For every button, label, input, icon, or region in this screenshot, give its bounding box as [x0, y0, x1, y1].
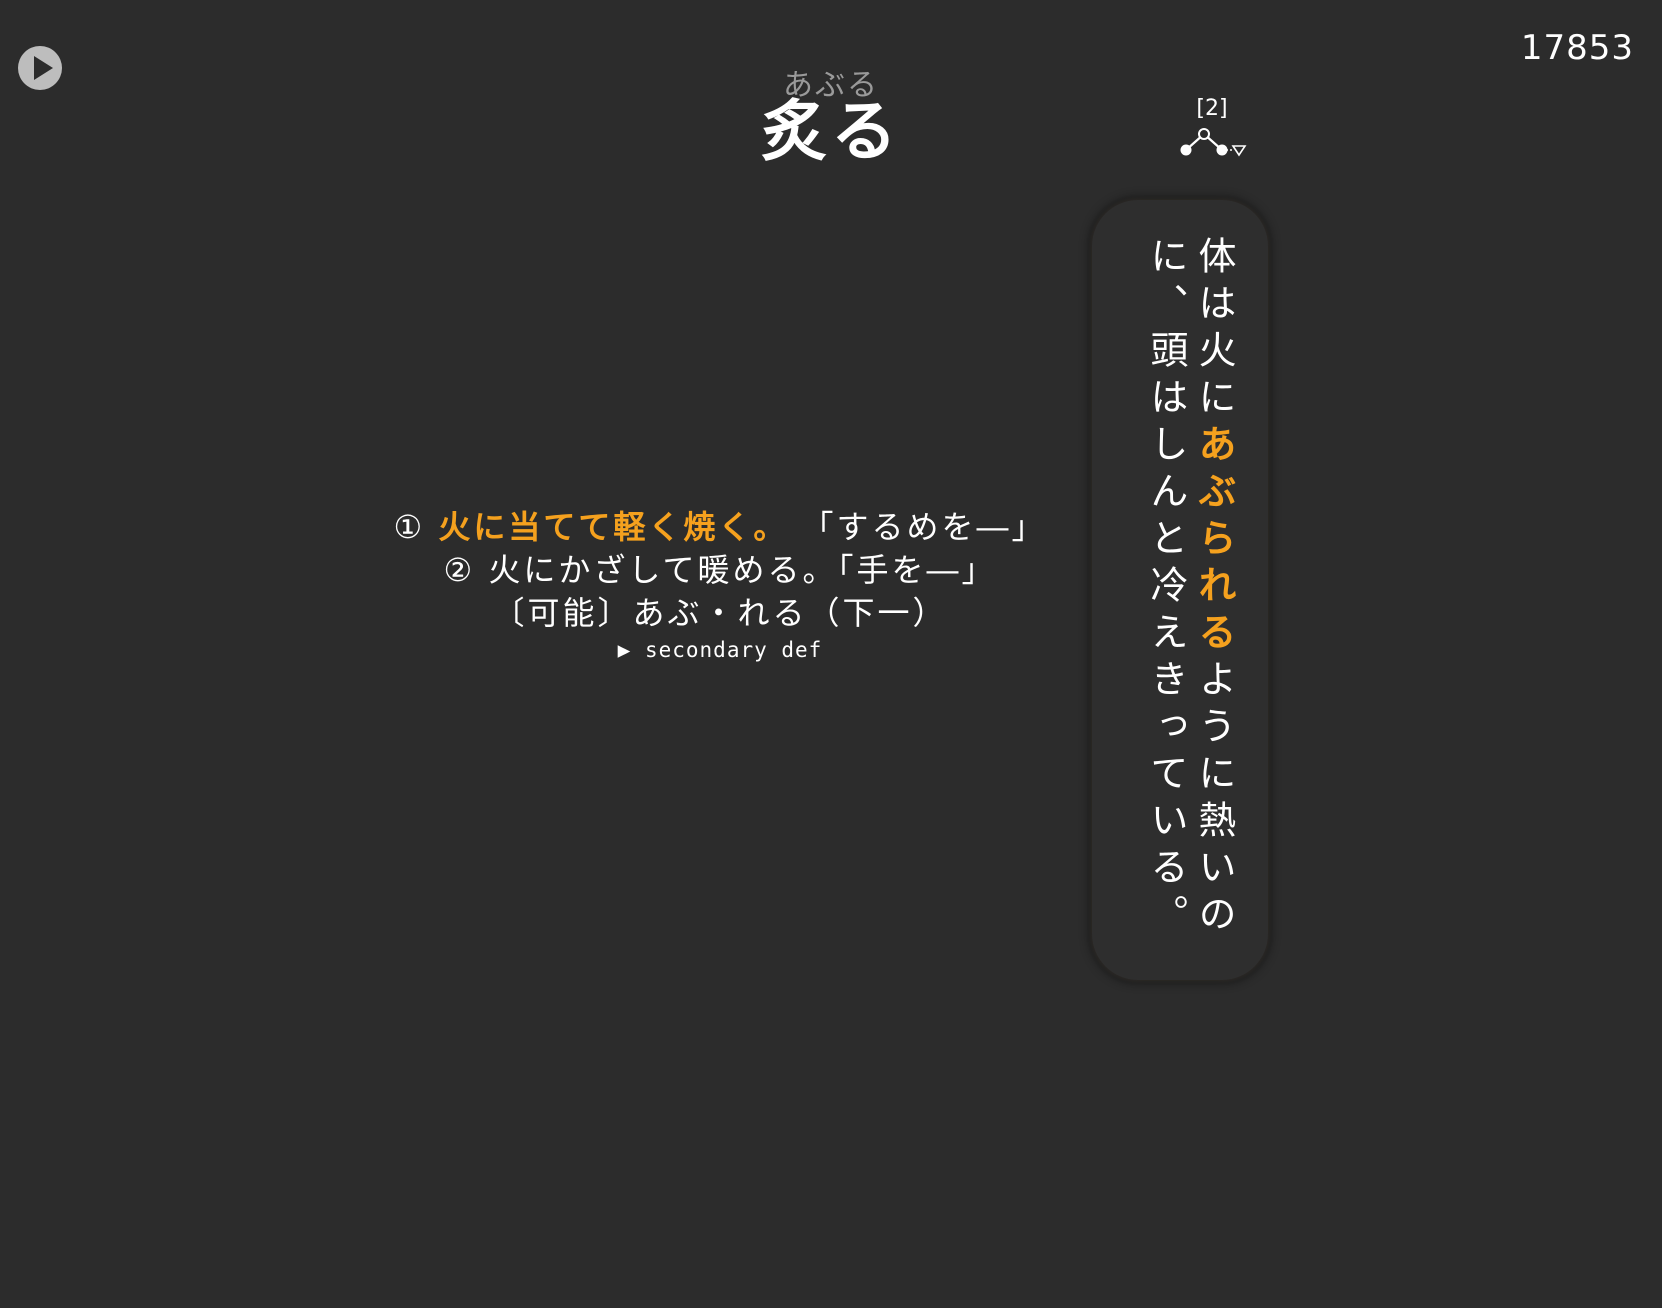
pitch-accent-graph-icon	[1180, 128, 1247, 157]
definition-1: ① 火に当てて軽く焼く。 「するめを―」	[180, 506, 1260, 549]
sentence-highlight: あぶられる	[1192, 424, 1236, 659]
definitions: ① 火に当てて軽く焼く。 「するめを―」 ② 火にかざして暖める。「手を―」 〔…	[180, 506, 1260, 665]
word-header: あぶる 炙る	[0, 68, 1662, 170]
definition-2-text: 火にかざして暖める。「手を―」	[488, 551, 997, 589]
definition-potential-form: 〔可能〕あぶ・れる（下一）	[492, 594, 948, 632]
headword-with-reading: あぶる 炙る	[761, 68, 901, 170]
definition-2-number: ②	[443, 551, 476, 589]
example-sentence-card: 体は火にあぶられるように熱いのに、頭はしんと冷えきっている。	[1092, 200, 1268, 980]
card-id: 17853	[1520, 28, 1634, 68]
definition-1-example: 「するめを―」	[801, 508, 1047, 546]
secondary-def-toggle[interactable]: ▶ secondary def	[617, 638, 823, 662]
play-audio-button[interactable]	[18, 46, 62, 90]
pitch-accent-number: [2]	[1196, 96, 1228, 121]
example-sentence: 体は火にあぶられるように熱いのに、頭はしんと冷えきっている。	[1142, 236, 1238, 956]
definition-1-number: ①	[393, 508, 426, 546]
headword: 炙る	[761, 93, 901, 170]
play-icon	[34, 56, 53, 80]
pitch-accent: [2]	[1172, 96, 1252, 158]
definition-2: ② 火にかざして暖める。「手を―」	[180, 549, 1260, 592]
sentence-before: 体は火に	[1192, 236, 1236, 424]
sentence-after: ように熱いのに、頭はしんと冷えきっている。	[1144, 236, 1236, 941]
definition-1-highlight: 火に当てて軽く焼く。	[438, 508, 789, 546]
word-reading: あぶる	[783, 68, 879, 103]
